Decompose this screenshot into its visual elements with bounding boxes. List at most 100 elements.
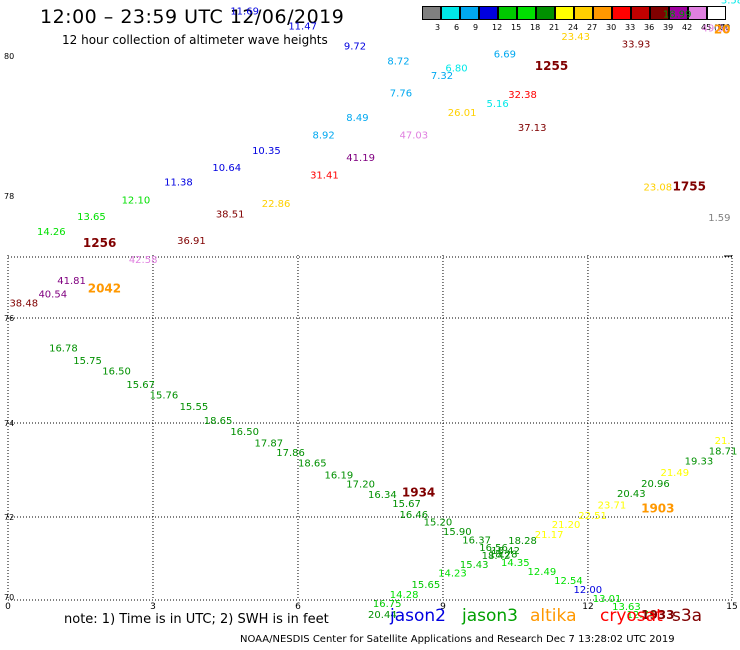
legend-swatch (707, 6, 726, 20)
wave-height-value: 15.76 (150, 390, 179, 401)
wave-height-value: 21.17 (535, 530, 564, 541)
wave-height-value: 14.28 (390, 590, 419, 601)
legend-label: 27 (587, 23, 598, 32)
legend-label: 24 (568, 23, 579, 32)
pass-time-label: 1933 (641, 608, 674, 622)
legend-label: 70 (720, 23, 731, 32)
lat-tick-label: 80 (4, 52, 14, 61)
wave-height-value: 20.44 (368, 610, 397, 621)
wave-height-value: 26.01 (448, 108, 477, 119)
legend-swatch (479, 6, 498, 20)
wave-height-value: 18.65 (298, 459, 327, 470)
wave-height-value: 17.87 (254, 439, 283, 450)
legend-swatch (574, 6, 593, 20)
lon-tick-label: 12 (582, 602, 593, 612)
wave-height-value: 1.59 (708, 213, 730, 224)
satellite-jason2: jason2 (390, 606, 446, 626)
wave-height-value: 16.56 (479, 543, 508, 554)
wave-height-value: 36.91 (177, 236, 206, 247)
wave-height-value: 12.00 (573, 585, 602, 596)
lon-tick-label: 3 (150, 602, 156, 612)
wave-height-value: 33.93 (622, 40, 651, 51)
wave-height-value: 11.69 (230, 7, 259, 18)
wave-height-value: 21. (715, 436, 731, 447)
wave-height-value: 9.72 (344, 42, 366, 53)
wave-height-value: 3.58 (721, 0, 740, 7)
satellite-s3a: s3a (672, 606, 703, 626)
legend-swatch (422, 6, 441, 20)
wave-height-value: 18.71 (709, 446, 738, 457)
wave-height-value: 7.32 (431, 71, 453, 82)
satellite-altika: altika (530, 606, 577, 626)
wave-height-value: 5.16 (486, 99, 508, 110)
wave-height-value: 13.63 (612, 602, 641, 613)
lat-tick-label: 70 (4, 593, 14, 602)
legend-swatch (669, 6, 688, 20)
wave-height-value: 13.65 (77, 212, 106, 223)
pass-time-label: 1903 (641, 501, 674, 515)
legend-swatch (441, 6, 460, 20)
pass-time-label: 1934 (402, 485, 435, 499)
legend-label: 33 (625, 23, 636, 32)
legend-label: 30 (606, 23, 617, 32)
legend-label: 36 (644, 23, 655, 32)
wave-height-value: 19.33 (685, 456, 714, 467)
satellite-jason3: jason3 (462, 606, 518, 626)
wave-height-value: 12.49 (528, 567, 557, 578)
wave-height-value: 20.43 (617, 489, 646, 500)
pass-time-label: 1755 (673, 179, 706, 193)
axis-labels: 80 78 76 74 72 700 3 6 9 12 15 (4, 52, 738, 612)
wave-height-value: 15.43 (460, 560, 489, 571)
wave-height-value: 16.37 (462, 535, 491, 546)
legend-swatch (498, 6, 517, 20)
wave-height-value: 18.42 (482, 551, 511, 562)
legend-swatch (631, 6, 650, 20)
wave-height-value: 23.43 (561, 32, 590, 43)
wave-height-value: 6.69 (494, 49, 516, 60)
lon-tick-label: 0 (5, 602, 11, 612)
wave-height-value: 41.81 (57, 276, 86, 287)
wave-height-value: 12.10 (122, 195, 151, 206)
wave-height-value: 18.65 (204, 416, 233, 427)
wave-height-value: 16.46 (399, 510, 428, 521)
legend-label: 9 (473, 23, 479, 32)
pass-time-label: 1255 (535, 59, 568, 73)
wave-height-value: 18.42 (491, 546, 520, 557)
legend-label: 45 (701, 23, 712, 32)
pass-time-label: 1256 (83, 236, 116, 250)
footer-note: note: 1) Time is in UTC; 2) SWH is in fe… (64, 612, 329, 627)
wave-height-value: 14.35 (501, 558, 530, 569)
legend-swatch (650, 6, 669, 20)
wave-height-value: 15.55 (180, 402, 209, 413)
wave-height-value: 38.51 (216, 209, 245, 220)
wave-height-value: 12.54 (554, 576, 583, 587)
wave-height-value: 49.69 (702, 24, 731, 35)
wave-height-value: 20.96 (641, 479, 670, 490)
wave-height-value: 12.74 (627, 610, 656, 621)
wave-height-value: 42.58 (129, 255, 158, 266)
wave-height-value: 21.20 (552, 520, 581, 531)
wave-height-value: 16.50 (230, 427, 259, 438)
wave-height-value: 23.08 (644, 182, 673, 193)
legend-label: 18 (530, 23, 541, 32)
page-title: 12:00 – 23:59 UTC 12/06/2019 (40, 6, 345, 28)
legend-swatch (688, 6, 707, 20)
lat-tick-label: 74 (4, 419, 14, 428)
pass-time-label: 20 (714, 23, 731, 37)
wave-height-value: 37.13 (518, 123, 547, 134)
lat-tick-label: 76 (4, 314, 14, 323)
legend-swatch (555, 6, 574, 20)
wave-height-value: 17.20 (346, 479, 375, 490)
legend-swatch (517, 6, 536, 20)
wave-height-value: 10.35 (252, 146, 281, 157)
wave-height-value: 18.28 (508, 536, 537, 547)
wave-height-value: 8.49 (346, 113, 368, 124)
page-subtitle: 12 hour collection of altimeter wave hei… (62, 33, 328, 47)
pass-time-label: 2042 (88, 281, 121, 295)
legend-label: 6 (454, 23, 460, 32)
wave-height-value: 16.75 (373, 599, 402, 610)
wave-height-value: 22.51 (578, 511, 607, 522)
wave-height-value: 10.64 (212, 163, 241, 174)
wave-height-value: 16.78 (49, 344, 78, 355)
